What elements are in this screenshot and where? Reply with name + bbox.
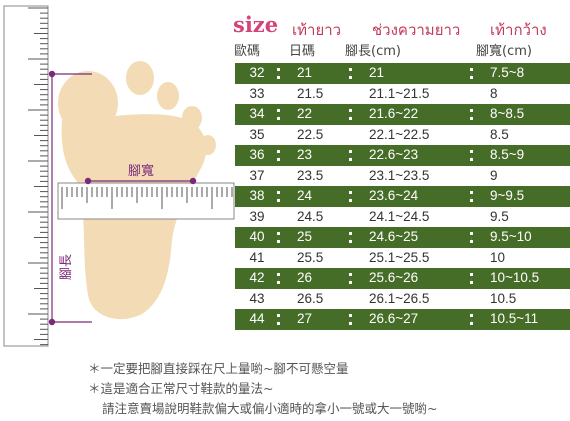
width-cell: 7.5~8 — [490, 65, 525, 80]
header-jp-size: 日碼 — [289, 44, 316, 59]
width-cell: 10 — [490, 249, 506, 265]
note-line-3: 請注意賣場說明鞋款偏大或偏小適時的拿小一號或大一號喲~ — [102, 401, 438, 416]
eu-size-cell: 41 — [249, 249, 265, 265]
width-cell: 10.5 — [490, 290, 517, 306]
eu-size-cell: 32 — [249, 65, 265, 80]
length-cell: 22.6~23 — [369, 147, 419, 162]
table-row: 40 25 24.6~25 9.5~10 — [235, 227, 570, 248]
length-cell: 21.6~22 — [369, 106, 419, 121]
table-row: 44 27 26.6~27 10.5~11 — [235, 309, 570, 330]
header-foot-length-thai: เท้ายาว — [292, 21, 342, 39]
header-length-range-thai: ช่วงความยาว — [372, 21, 461, 39]
eu-size-cell: 35 — [249, 126, 265, 142]
length-cell: 24.1~24.5 — [369, 208, 430, 224]
width-cell: 10.5~11 — [490, 311, 539, 326]
eu-size-cell: 34 — [249, 106, 265, 121]
table-row: 43 26.5 26.1~26.5 10.5 — [235, 289, 570, 310]
eu-size-cell: 39 — [249, 208, 265, 224]
jp-size-cell: 25 — [297, 229, 313, 244]
table-row: 35 22.5 22.1~22.5 8.5 — [235, 125, 570, 146]
horizontal-ruler — [57, 182, 235, 220]
header-foot-length-cm: 腳長(cm) — [345, 44, 401, 59]
width-cell: 8.5 — [490, 126, 509, 142]
jp-size-cell: 26 — [297, 270, 313, 285]
jp-size-cell: 21 — [297, 65, 313, 80]
length-cell: 23.6~24 — [369, 188, 419, 203]
table-row: 34 22 21.6~22 8~8.5 — [235, 104, 570, 125]
jp-size-cell: 21.5 — [297, 85, 324, 101]
jp-size-cell: 24 — [297, 188, 313, 203]
header-foot-width-thai: เท้ากว้าง — [490, 21, 547, 39]
length-marker — [48, 70, 92, 326]
jp-size-cell: 22 — [297, 106, 313, 121]
note-line-2: ＊這是適合正常尺寸鞋款的量法~ — [88, 381, 274, 396]
table-row: 42 26 25.6~26 10~10.5 — [235, 268, 570, 289]
length-cell: 23.1~23.5 — [369, 167, 430, 183]
jp-size-cell: 26.5 — [297, 290, 324, 306]
jp-size-cell: 24.5 — [297, 208, 324, 224]
table-row: 32 21 21 7.5~8 — [235, 63, 570, 84]
width-cell: 9 — [490, 167, 498, 183]
eu-size-cell: 44 — [249, 311, 265, 326]
width-cell: 10~10.5 — [490, 270, 540, 285]
width-cell: 8.5~9 — [490, 147, 525, 162]
length-cell: 25.1~25.5 — [369, 249, 430, 265]
length-cell: 25.6~26 — [369, 270, 419, 285]
eu-size-cell: 33 — [249, 85, 265, 101]
foot-length-label: 腳長 — [59, 253, 74, 280]
table-row: 41 25.5 25.1~25.5 10 — [235, 248, 570, 269]
eu-size-cell: 40 — [249, 229, 265, 244]
width-cell: 9~9.5 — [490, 188, 525, 203]
eu-size-cell: 37 — [249, 167, 265, 183]
length-cell: 26.6~27 — [369, 311, 419, 326]
size-table: 32 21 21 7.5~8 33 21.5 21.1~21.5 8 34 22 21.6~22… — [235, 63, 570, 330]
table-row: 33 21.5 21.1~21.5 8 — [235, 84, 570, 105]
eu-size-cell: 42 — [249, 270, 265, 285]
eu-size-cell: 43 — [249, 290, 265, 306]
eu-size-cell: 36 — [249, 147, 265, 162]
eu-size-cell: 38 — [249, 188, 265, 203]
table-row: 36 23 22.6~23 8.5~9 — [235, 145, 570, 166]
foot-measure-illustration — [0, 0, 240, 355]
jp-size-cell: 23.5 — [297, 167, 324, 183]
table-row: 38 24 23.6~24 9~9.5 — [235, 186, 570, 207]
table-row: 39 24.5 24.1~24.5 9.5 — [235, 207, 570, 228]
width-marker — [84, 177, 197, 185]
width-cell: 9.5~10 — [490, 229, 532, 244]
length-cell: 22.1~22.5 — [369, 126, 430, 142]
width-cell: 8 — [490, 85, 498, 101]
table-row: 37 23.5 23.1~23.5 9 — [235, 166, 570, 187]
jp-size-cell: 23 — [297, 147, 313, 162]
size-title: size — [233, 12, 279, 37]
length-cell: 26.1~26.5 — [369, 290, 430, 306]
note-line-1: ＊一定要把腳直接踩在尺上量喲~腳不可懸空量 — [88, 361, 349, 376]
length-cell: 21.1~21.5 — [369, 85, 430, 101]
header-foot-width-cm: 腳寬(cm) — [476, 44, 532, 59]
length-cell: 21 — [369, 65, 385, 80]
jp-size-cell: 22.5 — [297, 126, 324, 142]
jp-size-cell: 25.5 — [297, 249, 324, 265]
foot-width-label: 腳寬 — [128, 164, 155, 179]
width-cell: 9.5 — [490, 208, 509, 224]
jp-size-cell: 27 — [297, 311, 313, 326]
width-cell: 8~8.5 — [490, 106, 525, 121]
length-cell: 24.6~25 — [369, 229, 419, 244]
vertical-ruler — [3, 5, 49, 347]
header-eu-size: 歐碼 — [234, 44, 261, 59]
